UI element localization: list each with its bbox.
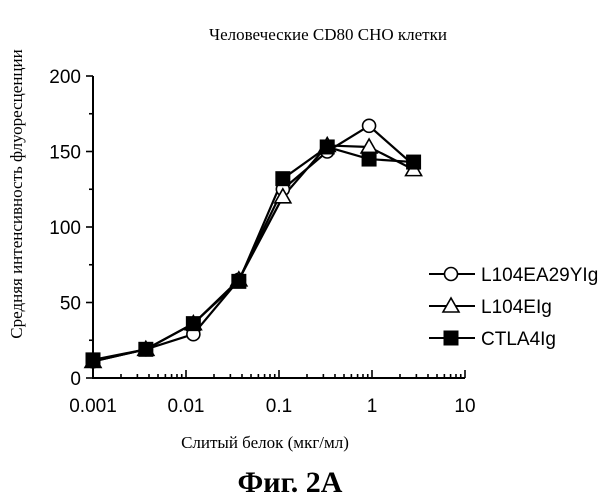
legend-marker: [443, 330, 459, 346]
series-line: [92, 144, 415, 363]
x-axis-label: Слитый белок (мкг/мл): [181, 433, 349, 452]
data-point: [138, 341, 154, 357]
x-tick-label: 10: [454, 396, 475, 417]
y-axis-label: Средняя интенсивность флуоресценции: [7, 49, 26, 338]
x-tick-label: 0.001: [69, 396, 117, 417]
x-tick-label: 0.01: [168, 396, 205, 417]
data-point: [406, 154, 422, 170]
data-point: [275, 171, 291, 187]
figure-label: Фиг. 2A: [238, 466, 343, 499]
data-point: [319, 139, 335, 155]
y-tick-label: 50: [60, 294, 81, 315]
legend-label: L104EIg: [481, 297, 552, 318]
data-point: [361, 118, 377, 134]
x-tick-label: 0.1: [266, 396, 292, 417]
y-tick-label: 0: [70, 369, 81, 390]
data-point: [273, 187, 293, 204]
y-tick-label: 200: [49, 67, 81, 88]
series-L104EA29YIg: [92, 124, 415, 363]
axes: 0 50 100 150 200 0.001 0.01 0.1 1 10: [49, 67, 475, 417]
chart-title: Человеческие CD80 CHO клетки: [209, 25, 447, 44]
markers-CTLA4Ig: [85, 139, 422, 368]
x-tick-label: 1: [367, 396, 378, 417]
series-layer: [83, 118, 423, 369]
y-tick-label: 100: [49, 218, 81, 239]
data-point: [185, 316, 201, 332]
legend-label: CTLA4Ig: [481, 329, 556, 350]
data-point: [231, 273, 247, 289]
y-tick-label: 150: [49, 143, 81, 164]
legend-label: L104EA29YIg: [481, 265, 598, 286]
series-line: [92, 124, 415, 363]
data-point: [361, 151, 377, 167]
series-L104EIg: [92, 144, 415, 363]
legend-marker: [443, 266, 459, 282]
legend: L104EA29YIg L104EIg CTLA4Ig: [429, 265, 598, 350]
data-point: [85, 352, 101, 368]
legend-marker: [441, 296, 461, 313]
